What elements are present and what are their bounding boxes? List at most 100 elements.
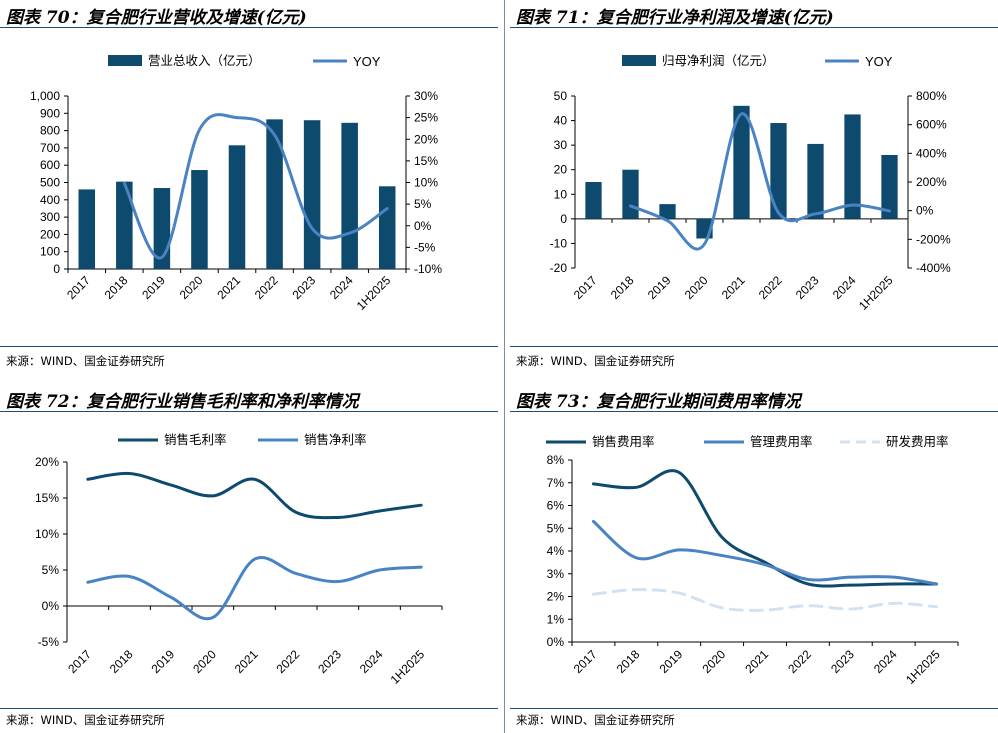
y-tick-label: 4%: [547, 544, 565, 558]
title-underline: [0, 411, 498, 412]
y-tick-label: 7%: [547, 476, 565, 490]
series-line: [86, 556, 423, 621]
x-tick-label: 2022: [252, 273, 281, 302]
y-tick-label: 200: [40, 227, 60, 241]
x-tick-label: 2024: [357, 647, 386, 676]
source-note: 来源：WIND、国金证券研究所: [6, 713, 165, 727]
y-tick-label: 2%: [547, 590, 565, 604]
x-tick-label: 2023: [315, 647, 344, 676]
revenue-chart: 0 100 200 300 400 500 600 700 800 900 1,000 -10% -5%…: [30, 53, 442, 313]
y-tick-label: 5%: [547, 521, 565, 535]
x-tick-label: 2021: [232, 647, 261, 676]
panel-net-profit: 图表 71：复合肥行业净利润及增速(亿元) -20 -10 0 10 20 30 40 50-…: [510, 0, 998, 373]
chart-title: 图表 71：复合肥行业净利润及增速(亿元): [516, 8, 834, 28]
y-tick-label: 100: [40, 245, 60, 259]
x-tick-label: 1H2025: [856, 273, 896, 313]
legend-label: 归母净利润（亿元）: [662, 53, 775, 68]
x-tick-label: 2024: [871, 647, 900, 676]
legend-label: 销售费用率: [592, 434, 655, 449]
x-tick-label: 2020: [682, 273, 711, 302]
x-tick-label: 2019: [657, 647, 686, 676]
legend-label: YOY: [353, 54, 381, 69]
y-tick-label: 20%: [35, 455, 59, 469]
chart-title: 图表 73：复合肥行业期间费用率情况: [516, 392, 801, 412]
y2-tick-label: 5%: [414, 197, 432, 211]
y-tick-label: 20: [554, 163, 568, 177]
chart-title: 图表 72：复合肥行业销售毛利率和净利率情况: [6, 392, 359, 412]
x-tick-label: 2024: [830, 273, 859, 302]
title-underline: [0, 27, 498, 28]
y-tick-label: -20: [550, 261, 568, 275]
y-tick-label: 800: [40, 124, 60, 138]
source-rule: [0, 346, 498, 347]
panel-margins: 图表 72：复合肥行业销售毛利率和净利率情况 -5% 0% 5% 10% 15% 20% 2…: [0, 384, 498, 733]
x-tick-label: 2019: [139, 273, 168, 302]
y-tick-label: 500: [40, 176, 60, 190]
bar: [659, 204, 676, 219]
bar: [228, 145, 246, 269]
x-tick-label: 2022: [274, 647, 303, 676]
y2-tick-label: 600%: [916, 118, 947, 132]
x-tick-label: 2021: [214, 273, 243, 302]
chart-title: 图表 70：复合肥行业营收及增速(亿元): [6, 8, 307, 28]
panel-expense-ratios: 图表 73：复合肥行业期间费用率情况 0% 1% 2% 3% 4% 5% 6% 7% 8% 201…: [510, 384, 998, 733]
x-tick-label: 2019: [149, 647, 178, 676]
panel-revenue: 图表 70：复合肥行业营收及增速(亿元) 0 100 200 300 400 500 600…: [0, 0, 498, 373]
bar: [585, 182, 602, 219]
x-tick-label: 2024: [327, 273, 356, 302]
y2-tick-label: 0%: [916, 204, 934, 218]
y-tick-label: 10%: [35, 527, 59, 541]
bar: [881, 154, 898, 219]
series-line: [591, 469, 939, 588]
y2-tick-label: -400%: [916, 261, 951, 275]
y-tick-label: 1,000: [30, 89, 60, 103]
x-tick-label: 2020: [190, 647, 219, 676]
x-tick-label: 2021: [719, 273, 748, 302]
y-tick-label: 0: [53, 262, 60, 276]
y2-tick-label: 20%: [414, 132, 438, 146]
x-tick-label: 2020: [699, 647, 728, 676]
y-tick-label: 50: [554, 89, 568, 103]
x-tick-label: 2018: [102, 273, 131, 302]
y-tick-label: 8%: [547, 453, 565, 467]
x-tick-label: 2020: [177, 273, 206, 302]
y-tick-label: 300: [40, 210, 60, 224]
source-note: 来源：WIND、国金证券研究所: [516, 713, 675, 727]
bar: [844, 114, 861, 219]
legend-label: 研发费用率: [886, 434, 949, 449]
y2-tick-label: -5%: [414, 240, 436, 254]
legend-label: 管理费用率: [750, 434, 813, 449]
y-tick-label: 5%: [42, 563, 60, 577]
legend-label: YOY: [865, 54, 893, 69]
x-tick-label: 2019: [645, 273, 674, 302]
yoy-line: [629, 112, 891, 251]
x-tick-label: 2022: [756, 273, 785, 302]
y2-tick-label: 15%: [414, 154, 438, 168]
y2-tick-label: 25%: [414, 111, 438, 125]
x-tick-label: 2018: [614, 647, 643, 676]
margin-chart: -5% 0% 5% 10% 15% 20% 2017 2018 2019 2020 2021 2022…: [35, 432, 443, 687]
bar: [191, 170, 208, 269]
y-tick-label: 30: [554, 138, 568, 152]
y2-tick-label: 400%: [916, 146, 947, 160]
column-divider: [504, 0, 505, 733]
y-tick-label: 6%: [547, 499, 565, 513]
x-tick-label: 2021: [742, 647, 771, 676]
x-tick-label: 2017: [571, 647, 600, 676]
x-tick-label: 2022: [785, 647, 814, 676]
legend-label: 营业总收入（亿元）: [148, 53, 261, 68]
y2-tick-label: 30%: [414, 89, 438, 103]
series-line: [591, 588, 939, 612]
source-rule: [0, 708, 498, 709]
x-tick-label: 2018: [107, 647, 136, 676]
source-note: 来源：WIND、国金证券研究所: [6, 354, 165, 368]
y-tick-label: 0: [560, 212, 567, 226]
x-tick-label: 2023: [793, 273, 822, 302]
series-line: [86, 471, 423, 520]
x-tick-label: 2018: [608, 273, 637, 302]
x-tick-label: 2017: [65, 647, 94, 676]
source-rule: [510, 708, 998, 709]
bar: [303, 120, 321, 269]
y-tick-label: -5%: [38, 635, 60, 649]
legend-swatch-bar: [108, 55, 142, 66]
